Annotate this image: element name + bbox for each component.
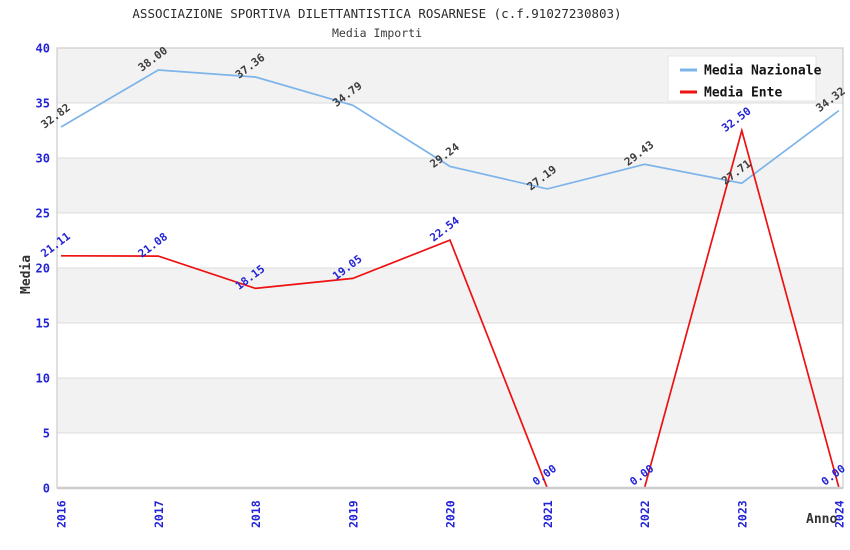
y-axis-title: Media [19, 255, 34, 294]
y-tick-label: 30 [36, 152, 50, 166]
y-tick-label: 15 [36, 317, 50, 331]
series-line-media-nazionale [60, 69, 840, 190]
series-line-media-ente [60, 127, 840, 489]
x-tick-label: 2020 [444, 500, 458, 528]
y-tick-label: 0 [43, 482, 50, 496]
legend-label: Media Ente [704, 86, 782, 101]
y-tick-label: 20 [36, 262, 50, 276]
y-tick-label: 40 [36, 42, 50, 56]
x-tick-label: 2016 [55, 500, 69, 528]
x-tick-label: 2017 [152, 500, 166, 528]
plot-border [56, 47, 844, 489]
x-tick-label: 2023 [735, 500, 749, 528]
plot-band [57, 268, 843, 323]
plot-band [57, 378, 843, 433]
legend-item-media-ente[interactable]: Media Ente [680, 86, 782, 101]
x-tick-label: 2018 [249, 500, 263, 528]
legend-item-media-nazionale[interactable]: Media Nazionale [680, 64, 822, 79]
x-axis-title: Anno [806, 512, 837, 527]
chart-subtitle: Media Importi [331, 26, 422, 40]
legend-label: Media Nazionale [704, 64, 822, 79]
data-label: 22.54 [428, 214, 463, 245]
x-tick-label: 2022 [638, 500, 652, 528]
x-tick-label: 2019 [346, 500, 360, 528]
y-tick-label: 25 [36, 207, 50, 221]
x-tick-label: 2024 [833, 500, 847, 528]
data-label: 32.50 [719, 105, 753, 135]
y-tick-label: 10 [36, 372, 50, 386]
data-label: 0.00 [627, 462, 656, 488]
y-tick-label: 5 [43, 427, 50, 441]
x-tick-label: 2021 [541, 500, 555, 528]
data-label: 0.00 [530, 462, 559, 488]
y-tick-label: 35 [36, 97, 50, 111]
chart-title: ASSOCIAZIONE SPORTIVA DILETTANTISTICA RO… [132, 6, 622, 21]
